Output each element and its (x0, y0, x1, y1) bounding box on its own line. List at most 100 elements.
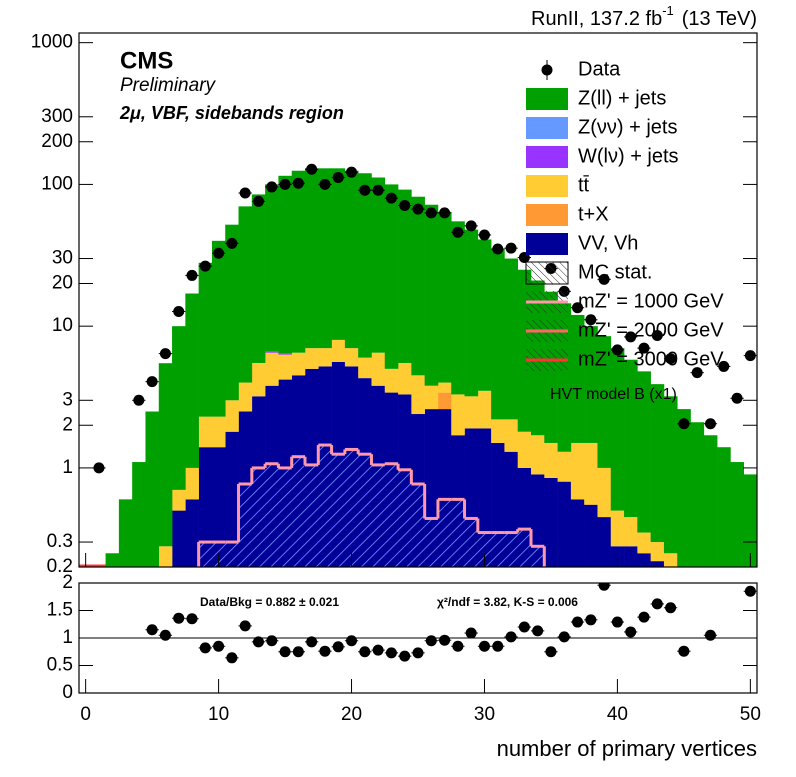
stack-bar (610, 348, 625, 511)
data-point (478, 640, 490, 652)
stack-bar (344, 170, 359, 349)
stack-bar (211, 416, 226, 448)
data-point (412, 647, 424, 659)
stack-bar (411, 196, 425, 376)
stack-bar (437, 392, 452, 410)
stack-bar (172, 489, 186, 511)
stack-bar (637, 371, 651, 533)
data-point (332, 641, 344, 653)
data-point (678, 645, 690, 657)
data-point (133, 394, 145, 406)
stack-bar (305, 168, 319, 349)
stack-bar (132, 462, 146, 567)
data-point (93, 462, 105, 474)
data-point (731, 392, 743, 404)
stack-bar (424, 204, 439, 386)
data-point (572, 616, 584, 628)
data-point (173, 612, 185, 624)
data-point (213, 247, 225, 259)
stack-bar (331, 168, 346, 340)
stack-bar (437, 211, 452, 383)
stack-bar (278, 353, 293, 355)
y-tick-label: 1000 (31, 32, 73, 53)
data-point (585, 314, 597, 326)
stack-bar (557, 451, 572, 482)
data-point (704, 418, 716, 430)
stack-bar (105, 553, 120, 567)
stack-bar (597, 517, 612, 567)
x-tick-label: 40 (607, 704, 628, 725)
data-point (585, 614, 597, 626)
data-point (651, 598, 663, 610)
data-point (346, 166, 358, 178)
stack-bar (278, 175, 293, 354)
data-point (266, 181, 278, 193)
stack-bar (597, 467, 612, 518)
data-point (439, 634, 451, 646)
stack-bar (570, 314, 585, 443)
signal-bar (384, 463, 399, 567)
stack-bar (451, 394, 465, 436)
data-point (598, 583, 610, 591)
stack-bar (491, 419, 505, 443)
data-point (385, 192, 397, 204)
data-point (572, 302, 584, 314)
signal-bar (251, 467, 266, 567)
stack-bar (251, 194, 266, 363)
stack-bar (663, 553, 678, 567)
stack-bar (384, 368, 399, 393)
y-tick-label: 20 (52, 273, 73, 294)
data-point (651, 329, 663, 341)
signal-bar (238, 484, 252, 567)
stack-bar (650, 384, 665, 543)
y-tick-label: 2 (62, 414, 73, 435)
lumi-text: RunII, 137.2 fb (531, 8, 662, 30)
signal-bar (464, 518, 478, 567)
data-point (439, 207, 451, 219)
stack-bar (251, 362, 266, 397)
legend-swatch (526, 146, 568, 168)
stack-bar (597, 336, 612, 468)
signal-bar (477, 532, 492, 567)
y-tick-label: 200 (41, 131, 73, 152)
stack-bar (517, 431, 532, 468)
x-tick-label: 10 (208, 704, 229, 725)
y-tick-label: 10 (52, 315, 73, 336)
data-point (186, 613, 198, 625)
plot-frame (78, 32, 758, 568)
stack-bar (464, 229, 479, 397)
legend-swatch (526, 233, 568, 255)
data-point (266, 635, 278, 647)
legend-swatch (526, 204, 568, 226)
legend-label: Z(νν) + jets (578, 116, 677, 138)
y-tick-label: 0.5 (47, 655, 73, 676)
stack-bar (225, 224, 239, 401)
y-tick-label: 30 (52, 248, 73, 269)
data-point (638, 611, 650, 623)
data-point (492, 243, 504, 255)
data-point (611, 344, 623, 356)
stack-bar (624, 546, 638, 567)
signal-bar (225, 542, 239, 567)
data-point (611, 616, 623, 628)
legend-label: MC stat. (578, 261, 652, 283)
stack-bar (637, 553, 651, 567)
signal-bar (344, 449, 359, 567)
data-point (332, 171, 344, 183)
legend-marker (541, 64, 553, 76)
data-point (372, 184, 384, 196)
stack-bar (384, 184, 399, 369)
data-point (173, 305, 185, 317)
x-tick-label: 50 (740, 704, 761, 725)
legend-label: Z(ll) + jets (578, 87, 666, 109)
data-point (159, 348, 171, 360)
stack-bar (464, 396, 479, 429)
stack-bar (265, 351, 279, 353)
y-tick-label: 1 (62, 627, 73, 648)
signal-bar (371, 464, 385, 567)
data-point (452, 640, 464, 652)
data-point (425, 635, 437, 647)
legend-swatch (526, 88, 568, 110)
data-point (399, 650, 411, 662)
data-point (478, 229, 490, 241)
